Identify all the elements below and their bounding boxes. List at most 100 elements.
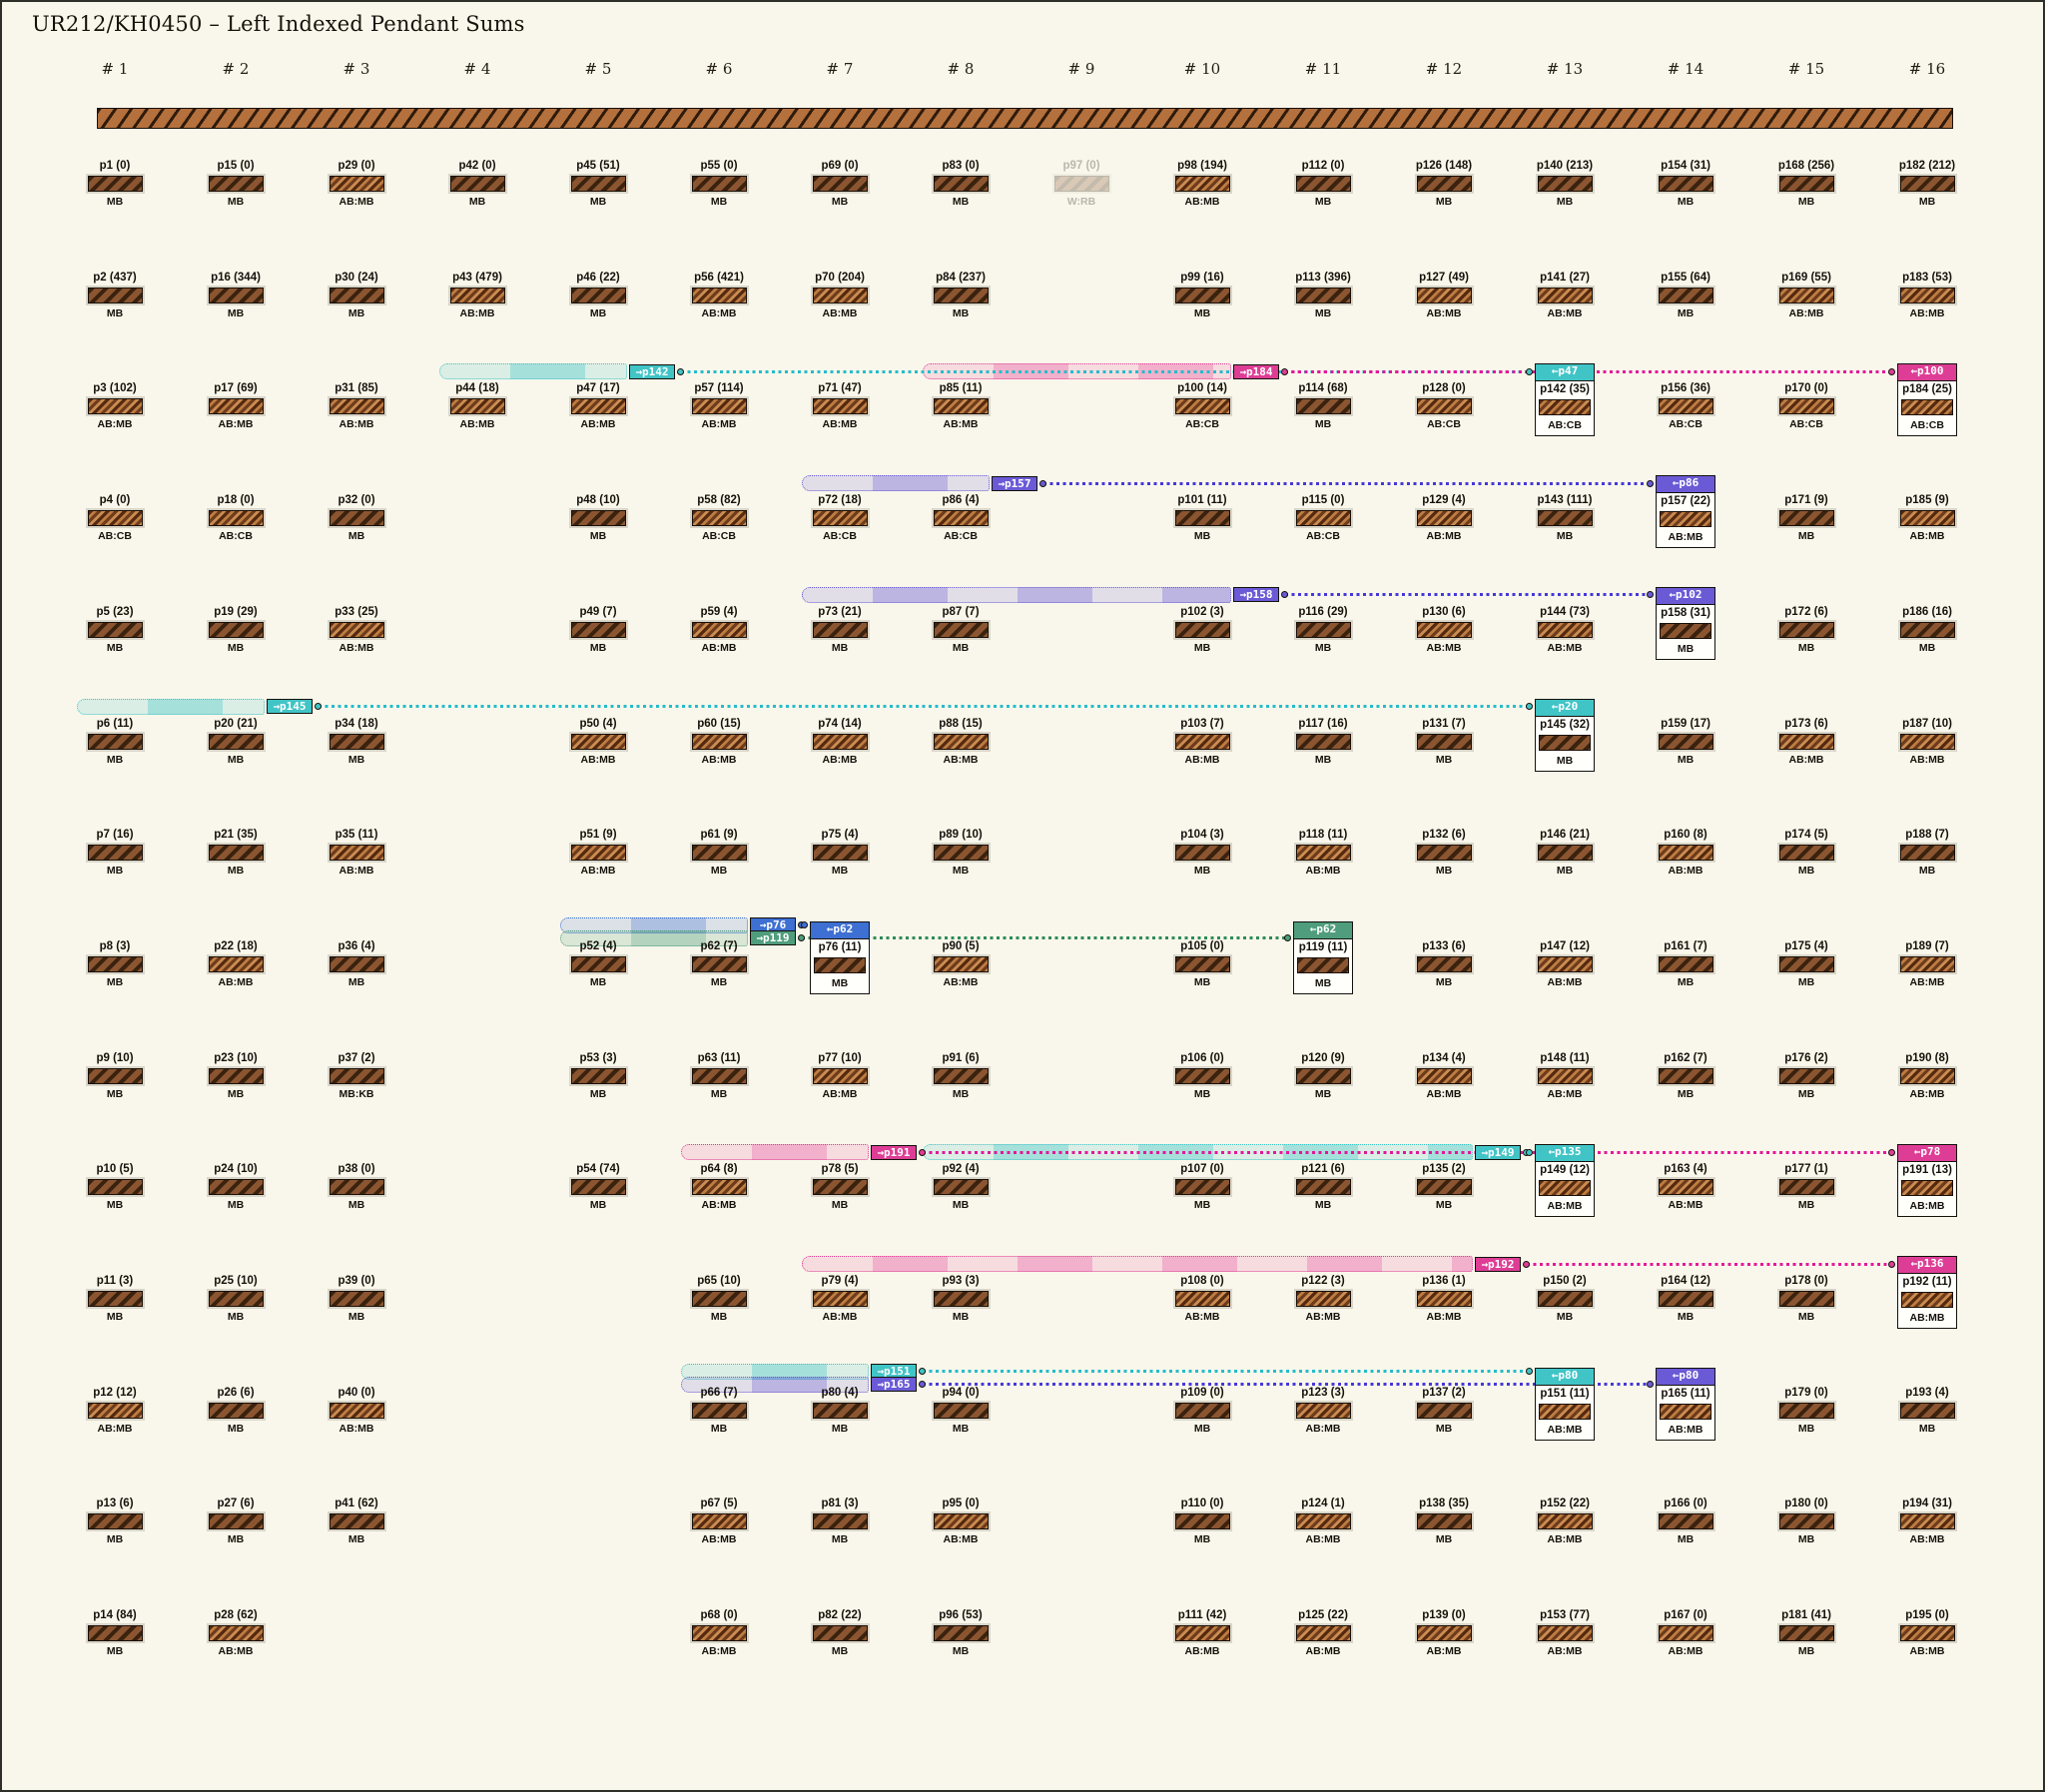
pendant-label: p46 (22) — [576, 271, 620, 284]
pendant-bar — [812, 287, 868, 303]
pendant-label: p17 (69) — [214, 382, 258, 395]
pendant-class: AB:MB — [339, 641, 374, 654]
pendant-label: p108 (0) — [1180, 1275, 1224, 1287]
pendant-p182: p182 (212) MB — [1877, 160, 1977, 208]
pendant-label: p71 (47) — [818, 382, 862, 395]
pendant-class: MB — [952, 865, 970, 878]
pendant-bar — [208, 1402, 264, 1419]
pendant-class: MB — [227, 196, 245, 208]
pendant-p186: p186 (16) MB — [1877, 606, 1977, 654]
column-header: # 5 — [584, 60, 612, 78]
pendant-label: p41 (62) — [335, 1497, 378, 1510]
pendant-bar — [933, 621, 989, 638]
pendant-p189: p189 (7) AB:MB — [1877, 940, 1977, 988]
pendant-p87: p87 (7) MB — [911, 606, 1011, 654]
pendant-p128: p128 (0) AB:CB — [1394, 382, 1494, 430]
pendant-p174: p174 (5) MB — [1756, 829, 1856, 877]
connector-dot — [1523, 1260, 1530, 1268]
pendant-class: AB:MB — [1668, 1645, 1704, 1658]
pendant-label: p78 (5) — [821, 1163, 859, 1176]
connector-band — [802, 586, 1231, 603]
pendant-bar — [1778, 845, 1834, 862]
pendant-class: MB — [1314, 1087, 1332, 1100]
connector-dot — [919, 1381, 926, 1389]
pendant-bar — [1539, 1403, 1591, 1420]
pendant-label: p30 (24) — [335, 271, 378, 284]
pendant-p158-box: ←p102 p158 (31) MB — [1656, 586, 1715, 660]
pendant-label: p123 (3) — [1301, 1386, 1345, 1399]
pendant-class: MB — [952, 1199, 970, 1212]
pendant-label: p164 (12) — [1661, 1275, 1710, 1287]
pendant-label: p181 (41) — [1781, 1609, 1831, 1622]
pendant-label: p155 (64) — [1661, 271, 1710, 284]
pendant-label: p124 (1) — [1301, 1497, 1345, 1510]
pendant-class: AB:MB — [1909, 1087, 1945, 1100]
pendant-bar — [208, 176, 264, 192]
pendant-label: p86 (4) — [942, 494, 980, 507]
pendant-label: p188 (7) — [1905, 829, 1949, 842]
pendant-p44: p44 (18) AB:MB — [427, 382, 527, 430]
pendant-bar — [1174, 845, 1230, 862]
pendant-p147: p147 (12) AB:MB — [1515, 940, 1615, 988]
pendant-bar — [691, 510, 747, 527]
column-header: # 6 — [705, 60, 733, 78]
pendant-label: p182 (212) — [1898, 160, 1956, 172]
pendant-class: MB — [1556, 865, 1574, 878]
pendant-p188: p188 (7) MB — [1877, 829, 1977, 877]
pendant-p142-box: ←p47 p142 (35) AB:CB — [1535, 363, 1595, 437]
pendant-label: p132 (6) — [1422, 829, 1466, 842]
pendant-label: p105 (0) — [1180, 939, 1224, 952]
pendant-label: p40 (0) — [338, 1386, 375, 1399]
pendant-p150: p150 (2) MB — [1515, 1275, 1615, 1323]
pendant-label: p185 (9) — [1905, 494, 1949, 507]
pendant-class: MB — [831, 1645, 849, 1658]
pendant-label: p50 (4) — [579, 717, 617, 730]
pendant-class: AB:MB — [701, 418, 737, 431]
pendant-class: MB — [1677, 642, 1695, 655]
pendant-class: MB — [347, 1533, 365, 1546]
pendant-bar — [1658, 733, 1713, 750]
pendant-p16: p16 (344) MB — [186, 272, 286, 319]
pendant-p9: p9 (10) MB — [65, 1052, 165, 1100]
pendant-label: p157 (22) — [1661, 495, 1710, 508]
badge-to-p184: →p184 — [1233, 363, 1279, 379]
pendant-class: MB — [106, 641, 124, 654]
pendant-class: MB — [1435, 196, 1453, 208]
pendant-bar — [1539, 399, 1591, 416]
pendant-label: p75 (4) — [821, 829, 859, 842]
pendant-bar — [87, 733, 143, 750]
pendant-class: AB:MB — [943, 418, 979, 431]
pendant-label: p81 (3) — [821, 1497, 859, 1510]
pendant-label: p76 (11) — [818, 940, 862, 953]
pendant-label: p138 (35) — [1419, 1497, 1469, 1510]
pendant-p79: p79 (4) AB:MB — [790, 1275, 890, 1323]
pendant-bar — [1778, 1067, 1834, 1084]
pendant-bar — [1174, 1625, 1230, 1642]
pendant-p89: p89 (10) MB — [911, 829, 1011, 877]
pendant-label: p10 (5) — [96, 1163, 134, 1176]
pendant-label: p159 (17) — [1661, 717, 1710, 730]
pendant-label: p23 (10) — [214, 1051, 258, 1064]
pendant-bar — [933, 845, 989, 862]
pendant-p169: p169 (55) AB:MB — [1756, 272, 1856, 319]
pendant-bar — [1658, 1067, 1713, 1084]
pendant-label: p3 (102) — [93, 382, 137, 395]
pendant-label: p32 (0) — [338, 494, 375, 507]
pendant-label: p54 (74) — [576, 1163, 620, 1176]
pendant-class: MB — [1797, 196, 1815, 208]
pendant-label: p8 (3) — [99, 939, 131, 952]
pendant-p18: p18 (0) AB:CB — [186, 494, 286, 542]
pendant-p7: p7 (16) MB — [65, 829, 165, 877]
pendant-bar — [1899, 1625, 1955, 1642]
pendant-bar — [1537, 621, 1593, 638]
pendant-p185: p185 (9) AB:MB — [1877, 494, 1977, 542]
pendant-class: AB:MB — [1305, 1645, 1341, 1658]
pendant-bar — [691, 1402, 747, 1419]
pendant-p27: p27 (6) MB — [186, 1497, 286, 1545]
pendant-p146: p146 (21) MB — [1515, 829, 1615, 877]
pendant-p68: p68 (0) AB:MB — [669, 1609, 769, 1657]
pendant-class: AB:MB — [1426, 530, 1462, 543]
badge-from-p80: ←p80 — [1657, 1368, 1714, 1386]
pendant-bar — [691, 1513, 747, 1530]
pendant-class: AB:MB — [218, 975, 254, 988]
